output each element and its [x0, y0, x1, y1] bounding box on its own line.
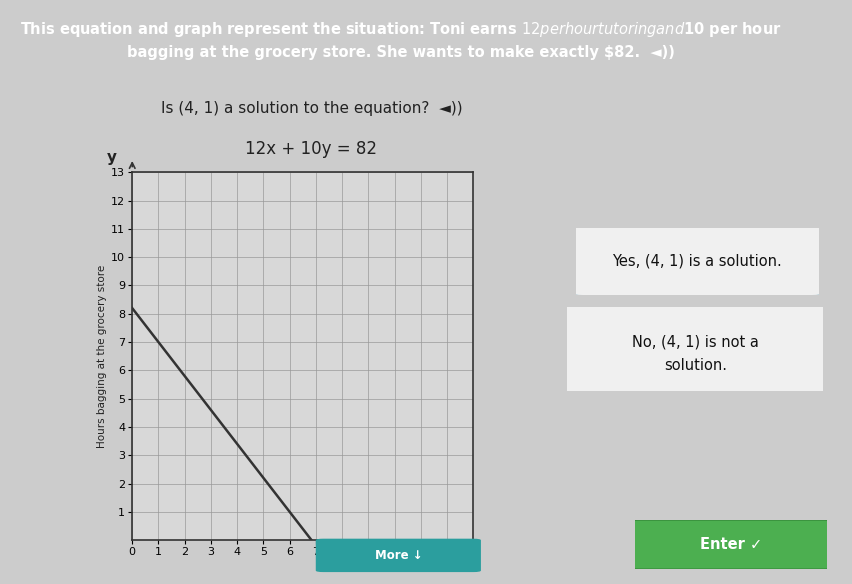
Text: No, (4, 1) is not a: No, (4, 1) is not a	[631, 335, 757, 350]
Y-axis label: Hours bagging at the grocery store: Hours bagging at the grocery store	[97, 265, 106, 448]
FancyBboxPatch shape	[315, 538, 481, 572]
Text: y: y	[106, 150, 117, 165]
Text: solution.: solution.	[663, 359, 726, 373]
Text: More ↓: More ↓	[374, 549, 422, 562]
Text: Enter ✓: Enter ✓	[699, 537, 762, 552]
Text: 12x + 10y = 82: 12x + 10y = 82	[245, 140, 377, 158]
FancyBboxPatch shape	[563, 227, 830, 296]
Text: Yes, (4, 1) is a solution.: Yes, (4, 1) is a solution.	[612, 254, 781, 269]
Text: This equation and graph represent the situation: Toni earns $12 per hour tutorin: This equation and graph represent the si…	[20, 20, 780, 60]
FancyBboxPatch shape	[554, 305, 835, 393]
FancyBboxPatch shape	[627, 520, 834, 569]
Text: Is (4, 1) a solution to the equation?  ◄)): Is (4, 1) a solution to the equation? ◄)…	[160, 100, 462, 116]
